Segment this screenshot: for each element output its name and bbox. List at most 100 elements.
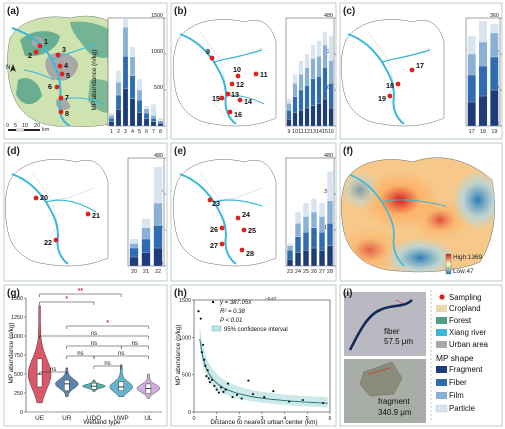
bar-segment-film: [143, 108, 150, 114]
significance-label: *: [65, 296, 68, 303]
scatter-point: [224, 388, 227, 391]
significance-bracket: [66, 325, 149, 329]
site-marker-3: [55, 52, 61, 58]
panel-label-g: (g): [7, 288, 20, 299]
legend-forest: Forest: [449, 316, 472, 325]
site-label-20: 20: [40, 193, 48, 202]
xtick-label: 26: [311, 269, 317, 275]
xtick-label: 16: [328, 129, 334, 135]
bar-segment-film: [327, 200, 333, 224]
bar-segment-fragment: [129, 256, 139, 267]
bar-segment-fiber: [141, 238, 151, 253]
heat-legend-high: High:1369: [453, 254, 483, 261]
significance-label: **: [78, 288, 84, 295]
ytick-label: 1500: [179, 298, 191, 304]
scatter-point: [203, 358, 206, 361]
xtick-label: 4: [131, 129, 134, 135]
legend-particle: Particle: [449, 404, 475, 413]
violin-box-ur: [64, 379, 70, 391]
xtick-label: 10: [292, 129, 298, 135]
significance-bracket: [39, 371, 68, 375]
scatter-point: [231, 395, 234, 399]
ytick-label: 500: [154, 85, 163, 91]
legend-particle-swatch: [435, 404, 448, 413]
significance-label: ns: [118, 351, 124, 357]
scatter-chart: 0 1 2 3 4 5 6 0 500 1000 1500: [179, 298, 332, 422]
significance-label: ns: [91, 341, 97, 347]
scatter-point: [220, 386, 223, 389]
site-label-22: 22: [44, 238, 52, 247]
legend-film-swatch: [436, 392, 447, 399]
site-label-18: 18: [386, 81, 394, 90]
ytick-label: 0: [20, 410, 23, 416]
bar-segment-film: [286, 103, 292, 111]
bar-segment-fragment: [292, 112, 298, 127]
bar-segment-film: [467, 53, 476, 76]
significance-bracket: [39, 293, 122, 297]
bar-segment-fiber: [157, 121, 164, 124]
site-label-23: 23: [212, 199, 220, 208]
bar-segment-fiber: [143, 112, 150, 119]
site-label-8: 8: [65, 109, 69, 118]
xtick-label: 24: [295, 269, 301, 275]
panel-b-map: 9 10 11 12 13 14 15 16: [173, 19, 277, 127]
legend-river-swatch: [436, 329, 447, 336]
ytick-label: 1500: [151, 13, 163, 19]
bar-segment-particle: [143, 105, 150, 109]
bar-segment-fiber: [322, 67, 328, 100]
legend-fiber-swatch: [436, 379, 447, 386]
xtick-label: 5: [138, 129, 141, 135]
bar-segment-fiber: [490, 56, 499, 91]
scale-label-5: 5: [14, 123, 17, 129]
bar-segment-fiber: [292, 96, 298, 113]
bar-segment-particle: [129, 46, 136, 57]
site-label-17: 17: [416, 61, 424, 70]
bar-segment-fragment: [136, 112, 143, 127]
bar-segment-film: [295, 223, 301, 237]
bar-segment-particle: [295, 211, 301, 224]
legend-cropland: Cropland: [449, 304, 481, 313]
site-marker-4: [57, 63, 63, 69]
bar-segment-fragment: [490, 89, 499, 127]
bar-segment-particle: [150, 104, 157, 116]
bar-segment-fiber: [115, 94, 122, 110]
bar-segment-particle: [316, 40, 322, 57]
scatter-point: [217, 391, 221, 394]
bar-segment-film: [292, 83, 298, 97]
panel-a-sites: 1 2 3 4 5 6 7 8: [28, 37, 70, 118]
violin-ylabel: MP abundance (n/kg): [8, 323, 15, 384]
xtick-label: 6: [329, 416, 332, 422]
bar-segment-fiber: [316, 76, 322, 104]
scatter-point: [240, 397, 243, 400]
scatter-point: [204, 364, 207, 367]
legend-film: Film: [449, 391, 464, 400]
significance-bracket: [93, 365, 122, 369]
fit-p: P < 0.01: [220, 318, 242, 324]
scale-bar: 0 5 10 20 km: [6, 123, 50, 133]
panel-label-i: (i): [343, 288, 352, 299]
bar-segment-fragment: [287, 259, 293, 267]
bar-segment-particle: [327, 171, 333, 201]
scatter-point: [301, 398, 304, 402]
fit-equation: y = 387.05x: [219, 300, 252, 306]
panel-label-f: (f): [343, 146, 353, 157]
annotation-point-marker: [211, 300, 215, 304]
bar-segment-fiber: [295, 236, 301, 253]
scatter-point: [322, 401, 325, 405]
legend-fragment-swatch: [436, 366, 447, 373]
bar-segment-particle: [136, 79, 143, 91]
bar-segment-particle: [287, 243, 293, 246]
bar-segment-particle: [303, 202, 309, 217]
bar-segment-particle: [141, 218, 151, 228]
xtick-label: UDO: [87, 415, 101, 422]
north-arrow-icon: [10, 64, 16, 72]
bar-segment-fiber: [129, 75, 136, 99]
bar-segment-fiber: [298, 89, 304, 111]
bar-segment-film: [490, 32, 499, 58]
bar-segment-film: [157, 120, 164, 123]
bar-segment-film: [136, 89, 143, 101]
bar-segment-particle: [122, 18, 129, 28]
bar-segment-fiber: [311, 227, 317, 249]
bar-segment-fiber: [478, 65, 488, 97]
